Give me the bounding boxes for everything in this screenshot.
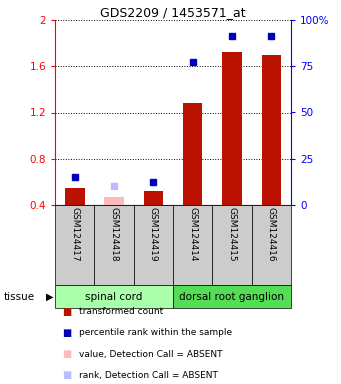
Text: GSM124415: GSM124415	[227, 207, 237, 262]
Text: value, Detection Call = ABSENT: value, Detection Call = ABSENT	[79, 349, 222, 359]
Bar	[144, 191, 163, 205]
Bar	[212, 205, 252, 285]
Text: GSM124417: GSM124417	[70, 207, 79, 262]
Bar	[222, 52, 242, 205]
Bar	[173, 205, 212, 285]
Text: transformed count: transformed count	[79, 307, 163, 316]
Text: ■: ■	[62, 307, 71, 317]
Bar	[104, 197, 124, 205]
Text: dorsal root ganglion: dorsal root ganglion	[179, 291, 284, 301]
Text: rank, Detection Call = ABSENT: rank, Detection Call = ABSENT	[79, 371, 218, 380]
Bar	[252, 205, 291, 285]
Title: GDS2209 / 1453571_at: GDS2209 / 1453571_at	[100, 6, 246, 19]
Text: GSM124418: GSM124418	[109, 207, 119, 262]
Bar	[262, 55, 281, 205]
Text: GSM124414: GSM124414	[188, 207, 197, 262]
Text: percentile rank within the sample: percentile rank within the sample	[79, 328, 232, 338]
Text: ■: ■	[62, 349, 71, 359]
Text: spinal cord: spinal cord	[85, 291, 143, 301]
Bar	[173, 285, 291, 308]
Text: ■: ■	[62, 328, 71, 338]
Text: GSM124416: GSM124416	[267, 207, 276, 262]
Text: ■: ■	[62, 370, 71, 380]
Bar	[94, 205, 134, 285]
Text: ▶: ▶	[46, 291, 54, 301]
Text: GSM124419: GSM124419	[149, 207, 158, 262]
Bar	[183, 103, 203, 205]
Bar	[55, 285, 173, 308]
Text: tissue: tissue	[3, 291, 34, 301]
Bar	[55, 205, 94, 285]
Bar	[65, 188, 85, 205]
Bar	[134, 205, 173, 285]
